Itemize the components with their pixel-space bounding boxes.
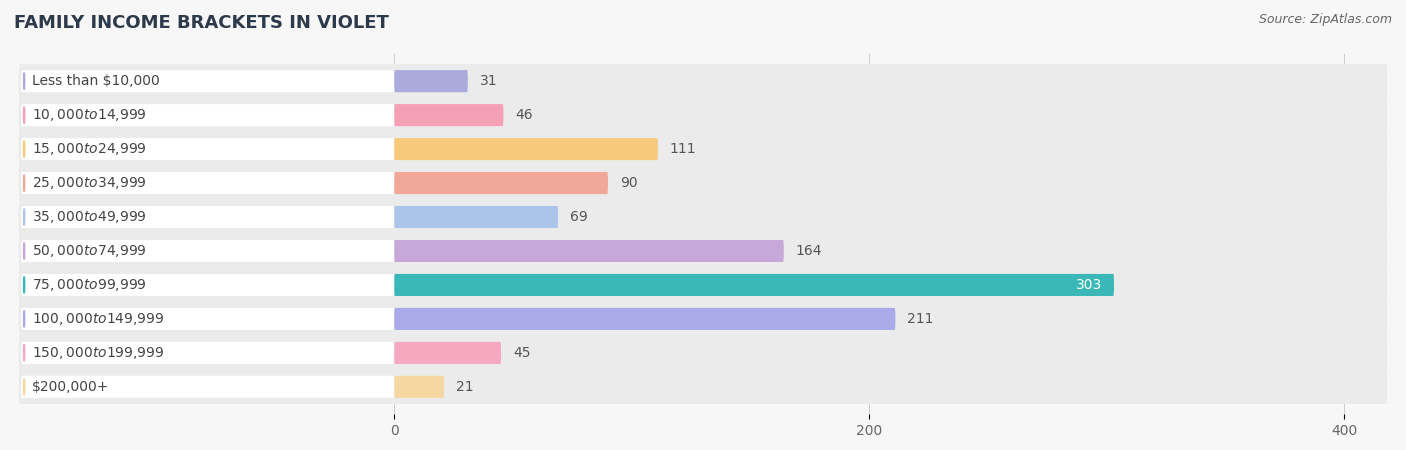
Text: Source: ZipAtlas.com: Source: ZipAtlas.com	[1258, 14, 1392, 27]
Text: 46: 46	[516, 108, 533, 122]
FancyBboxPatch shape	[394, 70, 468, 92]
Text: $50,000 to $74,999: $50,000 to $74,999	[32, 243, 146, 259]
FancyBboxPatch shape	[21, 172, 394, 194]
Text: 111: 111	[669, 142, 696, 156]
Text: $10,000 to $14,999: $10,000 to $14,999	[32, 107, 146, 123]
FancyBboxPatch shape	[21, 376, 394, 398]
FancyBboxPatch shape	[394, 308, 896, 330]
FancyBboxPatch shape	[18, 166, 1388, 200]
FancyBboxPatch shape	[394, 240, 783, 262]
Text: 164: 164	[796, 244, 823, 258]
FancyBboxPatch shape	[21, 240, 394, 262]
FancyBboxPatch shape	[394, 206, 558, 228]
Text: 21: 21	[456, 380, 474, 394]
FancyBboxPatch shape	[394, 104, 503, 126]
Text: $75,000 to $99,999: $75,000 to $99,999	[32, 277, 146, 293]
Text: 303: 303	[1076, 278, 1102, 292]
FancyBboxPatch shape	[18, 234, 1388, 268]
Text: 45: 45	[513, 346, 530, 360]
FancyBboxPatch shape	[394, 342, 501, 364]
Text: FAMILY INCOME BRACKETS IN VIOLET: FAMILY INCOME BRACKETS IN VIOLET	[14, 14, 389, 32]
FancyBboxPatch shape	[394, 376, 444, 398]
FancyBboxPatch shape	[21, 138, 394, 160]
FancyBboxPatch shape	[18, 268, 1388, 302]
Text: 90: 90	[620, 176, 637, 190]
Text: $200,000+: $200,000+	[32, 380, 110, 394]
Text: $100,000 to $149,999: $100,000 to $149,999	[32, 311, 165, 327]
FancyBboxPatch shape	[394, 274, 1114, 296]
Text: 31: 31	[479, 74, 498, 88]
FancyBboxPatch shape	[18, 200, 1388, 234]
FancyBboxPatch shape	[18, 64, 1388, 98]
FancyBboxPatch shape	[18, 370, 1388, 404]
Text: Less than $10,000: Less than $10,000	[32, 74, 160, 88]
FancyBboxPatch shape	[21, 206, 394, 228]
FancyBboxPatch shape	[18, 336, 1388, 370]
FancyBboxPatch shape	[394, 172, 607, 194]
FancyBboxPatch shape	[21, 70, 394, 92]
FancyBboxPatch shape	[18, 132, 1388, 166]
FancyBboxPatch shape	[21, 308, 394, 330]
FancyBboxPatch shape	[21, 274, 394, 296]
Text: $25,000 to $34,999: $25,000 to $34,999	[32, 175, 146, 191]
Text: $35,000 to $49,999: $35,000 to $49,999	[32, 209, 146, 225]
FancyBboxPatch shape	[21, 342, 394, 364]
FancyBboxPatch shape	[21, 104, 394, 126]
Text: 211: 211	[907, 312, 934, 326]
FancyBboxPatch shape	[18, 302, 1388, 336]
FancyBboxPatch shape	[18, 98, 1388, 132]
Text: $15,000 to $24,999: $15,000 to $24,999	[32, 141, 146, 157]
Text: $150,000 to $199,999: $150,000 to $199,999	[32, 345, 165, 361]
FancyBboxPatch shape	[394, 138, 658, 160]
Text: 69: 69	[569, 210, 588, 224]
